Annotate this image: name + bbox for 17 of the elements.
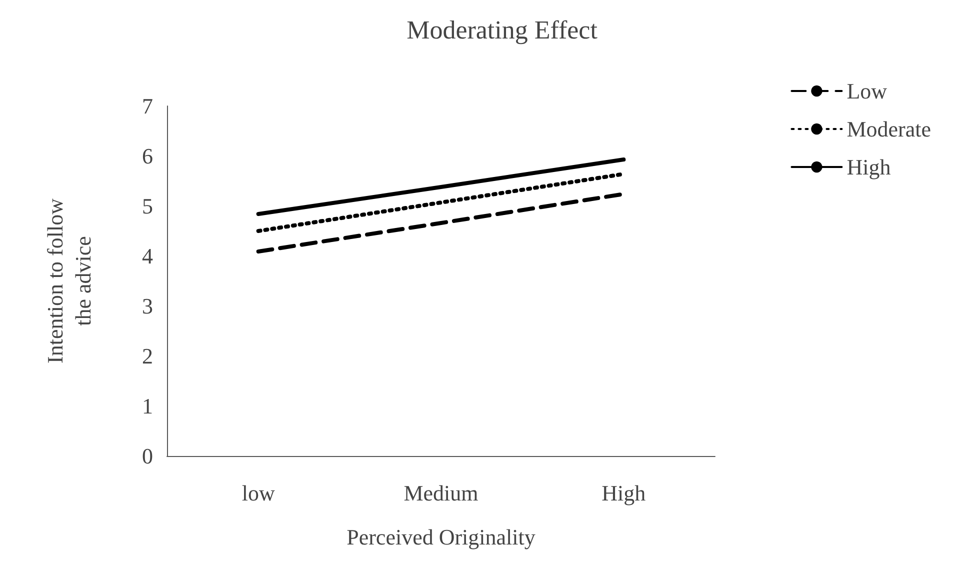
y-tick-label: 3 [142,294,153,318]
x-axis-title: Perceived Originality [346,524,536,550]
y-tick-label: 4 [142,244,153,268]
legend-label: Low [846,78,888,104]
x-tick-label: low [242,480,275,506]
y-tick-label: 7 [142,94,153,118]
y-tick-label: 0 [142,444,153,468]
chart-title: Moderating Effect [406,16,598,44]
y-tick-label: 1 [142,394,153,418]
y-tick-label: 2 [142,344,153,368]
legend-label: High [846,154,891,180]
x-tick-label: Medium [404,480,478,506]
x-tick-label: High [602,480,646,506]
y-tick-label: 6 [142,144,153,168]
y-axis-title: Intention to follow the advice [42,198,96,364]
legend-label: Moderate [846,116,932,142]
y-tick-label: 5 [142,194,153,218]
